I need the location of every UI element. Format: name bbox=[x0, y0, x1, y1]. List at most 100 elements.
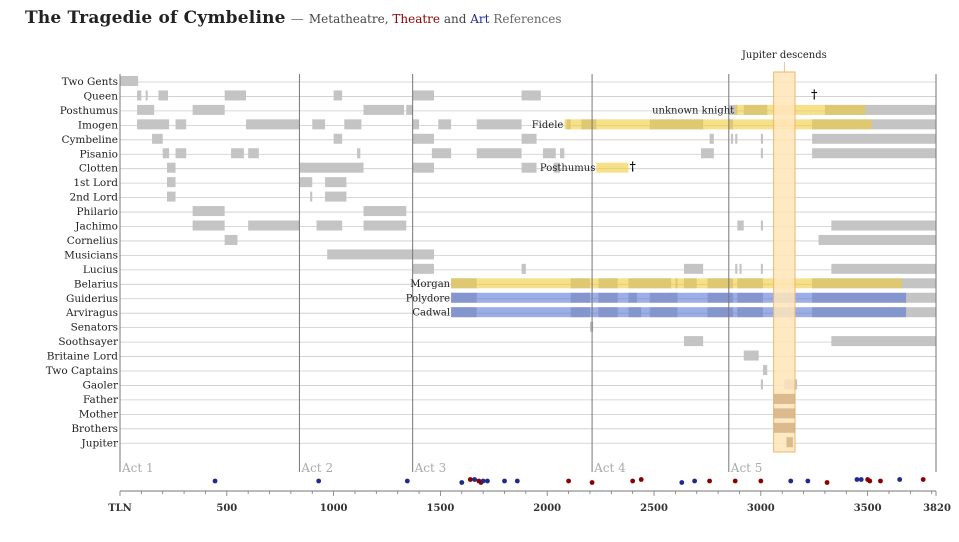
presence-bar bbox=[812, 119, 936, 130]
event-label: Jupiter descends bbox=[741, 50, 827, 61]
theatre-reference-dot bbox=[589, 480, 595, 485]
presence-bar bbox=[363, 206, 407, 217]
presence-bar bbox=[246, 119, 300, 130]
presence-bar bbox=[363, 220, 407, 231]
presence-bar bbox=[363, 104, 405, 115]
row-label-gaoler: Gaoler bbox=[82, 379, 119, 391]
disguise-bar bbox=[596, 162, 629, 173]
death-marker: † bbox=[630, 160, 636, 174]
x-axis-label: TLN bbox=[108, 503, 132, 514]
presence-bar bbox=[760, 263, 763, 274]
subtitle-theatre: Theatre bbox=[392, 12, 441, 26]
event-presence-bar bbox=[773, 393, 796, 404]
act-label-act-1: Act 1 bbox=[121, 461, 154, 475]
presence-bar bbox=[812, 148, 936, 159]
presence-bar bbox=[333, 90, 343, 101]
presence-bar bbox=[162, 148, 170, 159]
row-label-father: Father bbox=[83, 394, 119, 406]
presence-bar bbox=[192, 104, 225, 115]
presence-bar bbox=[701, 148, 714, 159]
subtitle-and: and bbox=[443, 12, 467, 26]
row-label-queen: Queen bbox=[83, 90, 118, 102]
art-reference-dot bbox=[788, 478, 794, 484]
art-reference-dot bbox=[480, 478, 486, 484]
presence-bar bbox=[406, 104, 413, 115]
theatre-reference-dot bbox=[878, 478, 883, 484]
presence-bar bbox=[175, 148, 187, 159]
art-reference-dot bbox=[459, 480, 465, 485]
disguise-label: Posthumus bbox=[540, 163, 595, 174]
presence-bar bbox=[831, 336, 936, 347]
disguise-bars bbox=[451, 104, 907, 318]
event-presence-bar bbox=[773, 408, 796, 419]
row-label-lucius: Lucius bbox=[83, 264, 118, 276]
presence-bar bbox=[248, 220, 300, 231]
presence-bar bbox=[412, 90, 435, 101]
presence-bar bbox=[730, 133, 734, 144]
presence-bar bbox=[158, 90, 169, 101]
x-tick-label: 3500 bbox=[854, 503, 882, 514]
presence-bar bbox=[831, 263, 936, 274]
death-marker: † bbox=[811, 87, 817, 101]
row-label-cornelius: Cornelius bbox=[67, 235, 118, 247]
disguise-bar bbox=[451, 292, 907, 303]
x-tick-label: 1000 bbox=[320, 503, 348, 514]
presence-bar bbox=[760, 133, 763, 144]
presence-bar bbox=[735, 133, 738, 144]
disguise-bar bbox=[451, 278, 902, 289]
presence-bar bbox=[683, 336, 704, 347]
x-tick-label: 2000 bbox=[533, 503, 561, 514]
art-reference-dot bbox=[502, 478, 507, 484]
presence-bar bbox=[521, 162, 537, 173]
presence-bar bbox=[824, 104, 936, 115]
presence-bar bbox=[542, 148, 556, 159]
theatre-reference-dot bbox=[467, 477, 473, 482]
presence-bar bbox=[412, 133, 435, 144]
subtitle-metatheatre: Metatheatre, bbox=[308, 12, 389, 26]
presence-bar bbox=[728, 104, 738, 115]
presence-bar bbox=[831, 220, 936, 231]
disguise-label: Fidele bbox=[532, 120, 564, 131]
event-band: Jupiter descends bbox=[741, 50, 827, 453]
act-label-act-2: Act 2 bbox=[300, 461, 333, 475]
presence-bar bbox=[166, 177, 176, 188]
presence-bar bbox=[145, 90, 148, 101]
presence-bar bbox=[760, 379, 763, 390]
act-lines: Act 1 Act 2 Act 3 Act 4 Act 5 bbox=[119, 74, 937, 475]
row-label-mother: Mother bbox=[79, 408, 119, 420]
art-reference-dot bbox=[897, 477, 903, 482]
event-presence-bar bbox=[786, 437, 793, 448]
presence-bar bbox=[137, 90, 142, 101]
row-label-two-captains: Two Captains bbox=[46, 365, 118, 377]
presence-bar bbox=[310, 191, 313, 202]
row-label-pisanio: Pisanio bbox=[79, 148, 118, 160]
presence-bar bbox=[312, 119, 326, 130]
presence-bar bbox=[560, 148, 565, 159]
act-label-act-5: Act 5 bbox=[730, 461, 763, 475]
row-label-guiderius: Guiderius bbox=[66, 293, 118, 305]
art-reference-dot bbox=[858, 477, 864, 482]
theatre-reference-dot bbox=[566, 478, 571, 484]
presence-bar bbox=[224, 234, 238, 245]
presence-bar bbox=[760, 148, 763, 159]
event-presence-bar bbox=[773, 422, 796, 433]
art-reference-dot bbox=[805, 478, 811, 484]
disguise-label: unknown knight bbox=[652, 105, 734, 116]
subtitle-references: References bbox=[493, 12, 562, 26]
annotations: unknown knight Fidele Posthumus Morgan Polyd… bbox=[406, 87, 818, 318]
row-label-arviragus: Arviragus bbox=[65, 307, 118, 319]
presence-bar bbox=[476, 119, 522, 130]
art-reference-dot bbox=[404, 478, 410, 484]
art-reference-dot bbox=[679, 480, 685, 485]
presence-bar bbox=[553, 162, 561, 173]
presence-bar bbox=[325, 191, 347, 202]
presence-bar bbox=[137, 119, 170, 130]
presence-bar bbox=[299, 162, 364, 173]
reference-dots bbox=[212, 477, 926, 485]
disguise-label: Cadwal bbox=[412, 308, 450, 319]
art-reference-dot bbox=[485, 478, 490, 484]
row-label-britaine-lord: Britaine Lord bbox=[47, 351, 119, 363]
presence-bar bbox=[743, 350, 759, 361]
title-separator: — bbox=[290, 12, 304, 27]
